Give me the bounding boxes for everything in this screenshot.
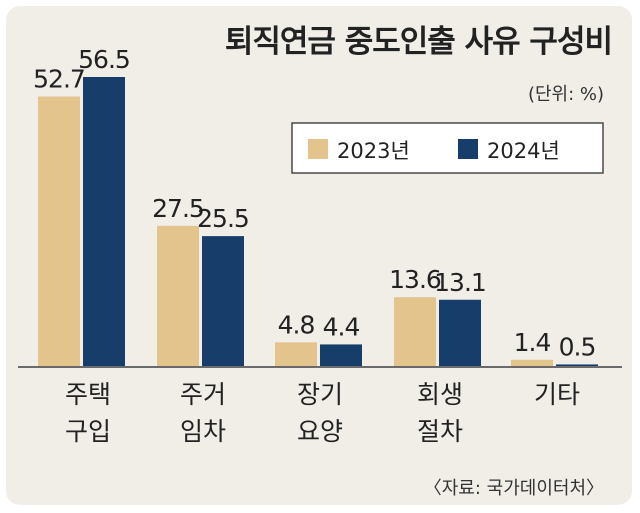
bar-2023년-1 — [157, 225, 199, 367]
legend-label-2023: 2023년 — [337, 139, 410, 163]
legend-swatch-2024 — [458, 139, 478, 159]
legend: 2023년 2024년 — [291, 122, 604, 174]
category-label-0-0: 주택 — [65, 380, 111, 409]
bars-group — [38, 77, 598, 367]
bar-2024년-1 — [202, 236, 244, 367]
category-label-4-0: 기타 — [534, 380, 580, 409]
value-label-2023년-3: 13.6 — [389, 265, 441, 294]
value-label-2024년-2: 4.4 — [323, 312, 360, 341]
value-label-2023년-0: 52.7 — [33, 65, 85, 94]
value-label-2024년-1: 25.5 — [197, 204, 249, 233]
bar-2023년-3 — [394, 297, 436, 367]
bar-2024년-0 — [83, 77, 125, 367]
category-label-2-0: 장기 — [297, 380, 343, 409]
value-label-2024년-4: 0.5 — [559, 332, 596, 361]
value-label-2024년-0: 56.5 — [78, 45, 130, 74]
legend-swatch-2023 — [308, 139, 328, 159]
category-label-0-1: 구입 — [65, 417, 111, 446]
value-label-2024년-3: 13.1 — [434, 268, 486, 297]
category-label-3-0: 회생 — [417, 380, 463, 409]
bar-2024년-3 — [439, 299, 481, 367]
value-label-2023년-1: 27.5 — [152, 194, 204, 223]
category-label-1-0: 주거 — [180, 380, 226, 409]
source-note: 〈자료: 국가데이터처〉 — [424, 478, 604, 499]
legend-label-2024: 2024년 — [487, 139, 560, 163]
category-label-1-1: 임차 — [180, 417, 226, 446]
chart-title: 퇴직연금 중도인출 사유 구성비 — [225, 24, 612, 60]
bar-2023년-4 — [511, 359, 553, 367]
value-label-2023년-4: 1.4 — [514, 328, 551, 357]
value-labels-group: 52.756.5 27.525.5 4.8 4.4 13.613.1 1.4 0.5 — [33, 45, 596, 361]
category-label-3-1: 절차 — [417, 417, 463, 446]
unit-label: (단위: %) — [528, 84, 604, 105]
category-label-2-1: 요양 — [297, 417, 343, 446]
value-label-2023년-2: 4.8 — [278, 310, 315, 339]
bar-2024년-4 — [556, 364, 598, 367]
bar-2023년-2 — [275, 342, 317, 367]
bar-2023년-0 — [38, 96, 80, 367]
bar-2024년-2 — [320, 344, 362, 367]
legend-box — [291, 122, 604, 174]
